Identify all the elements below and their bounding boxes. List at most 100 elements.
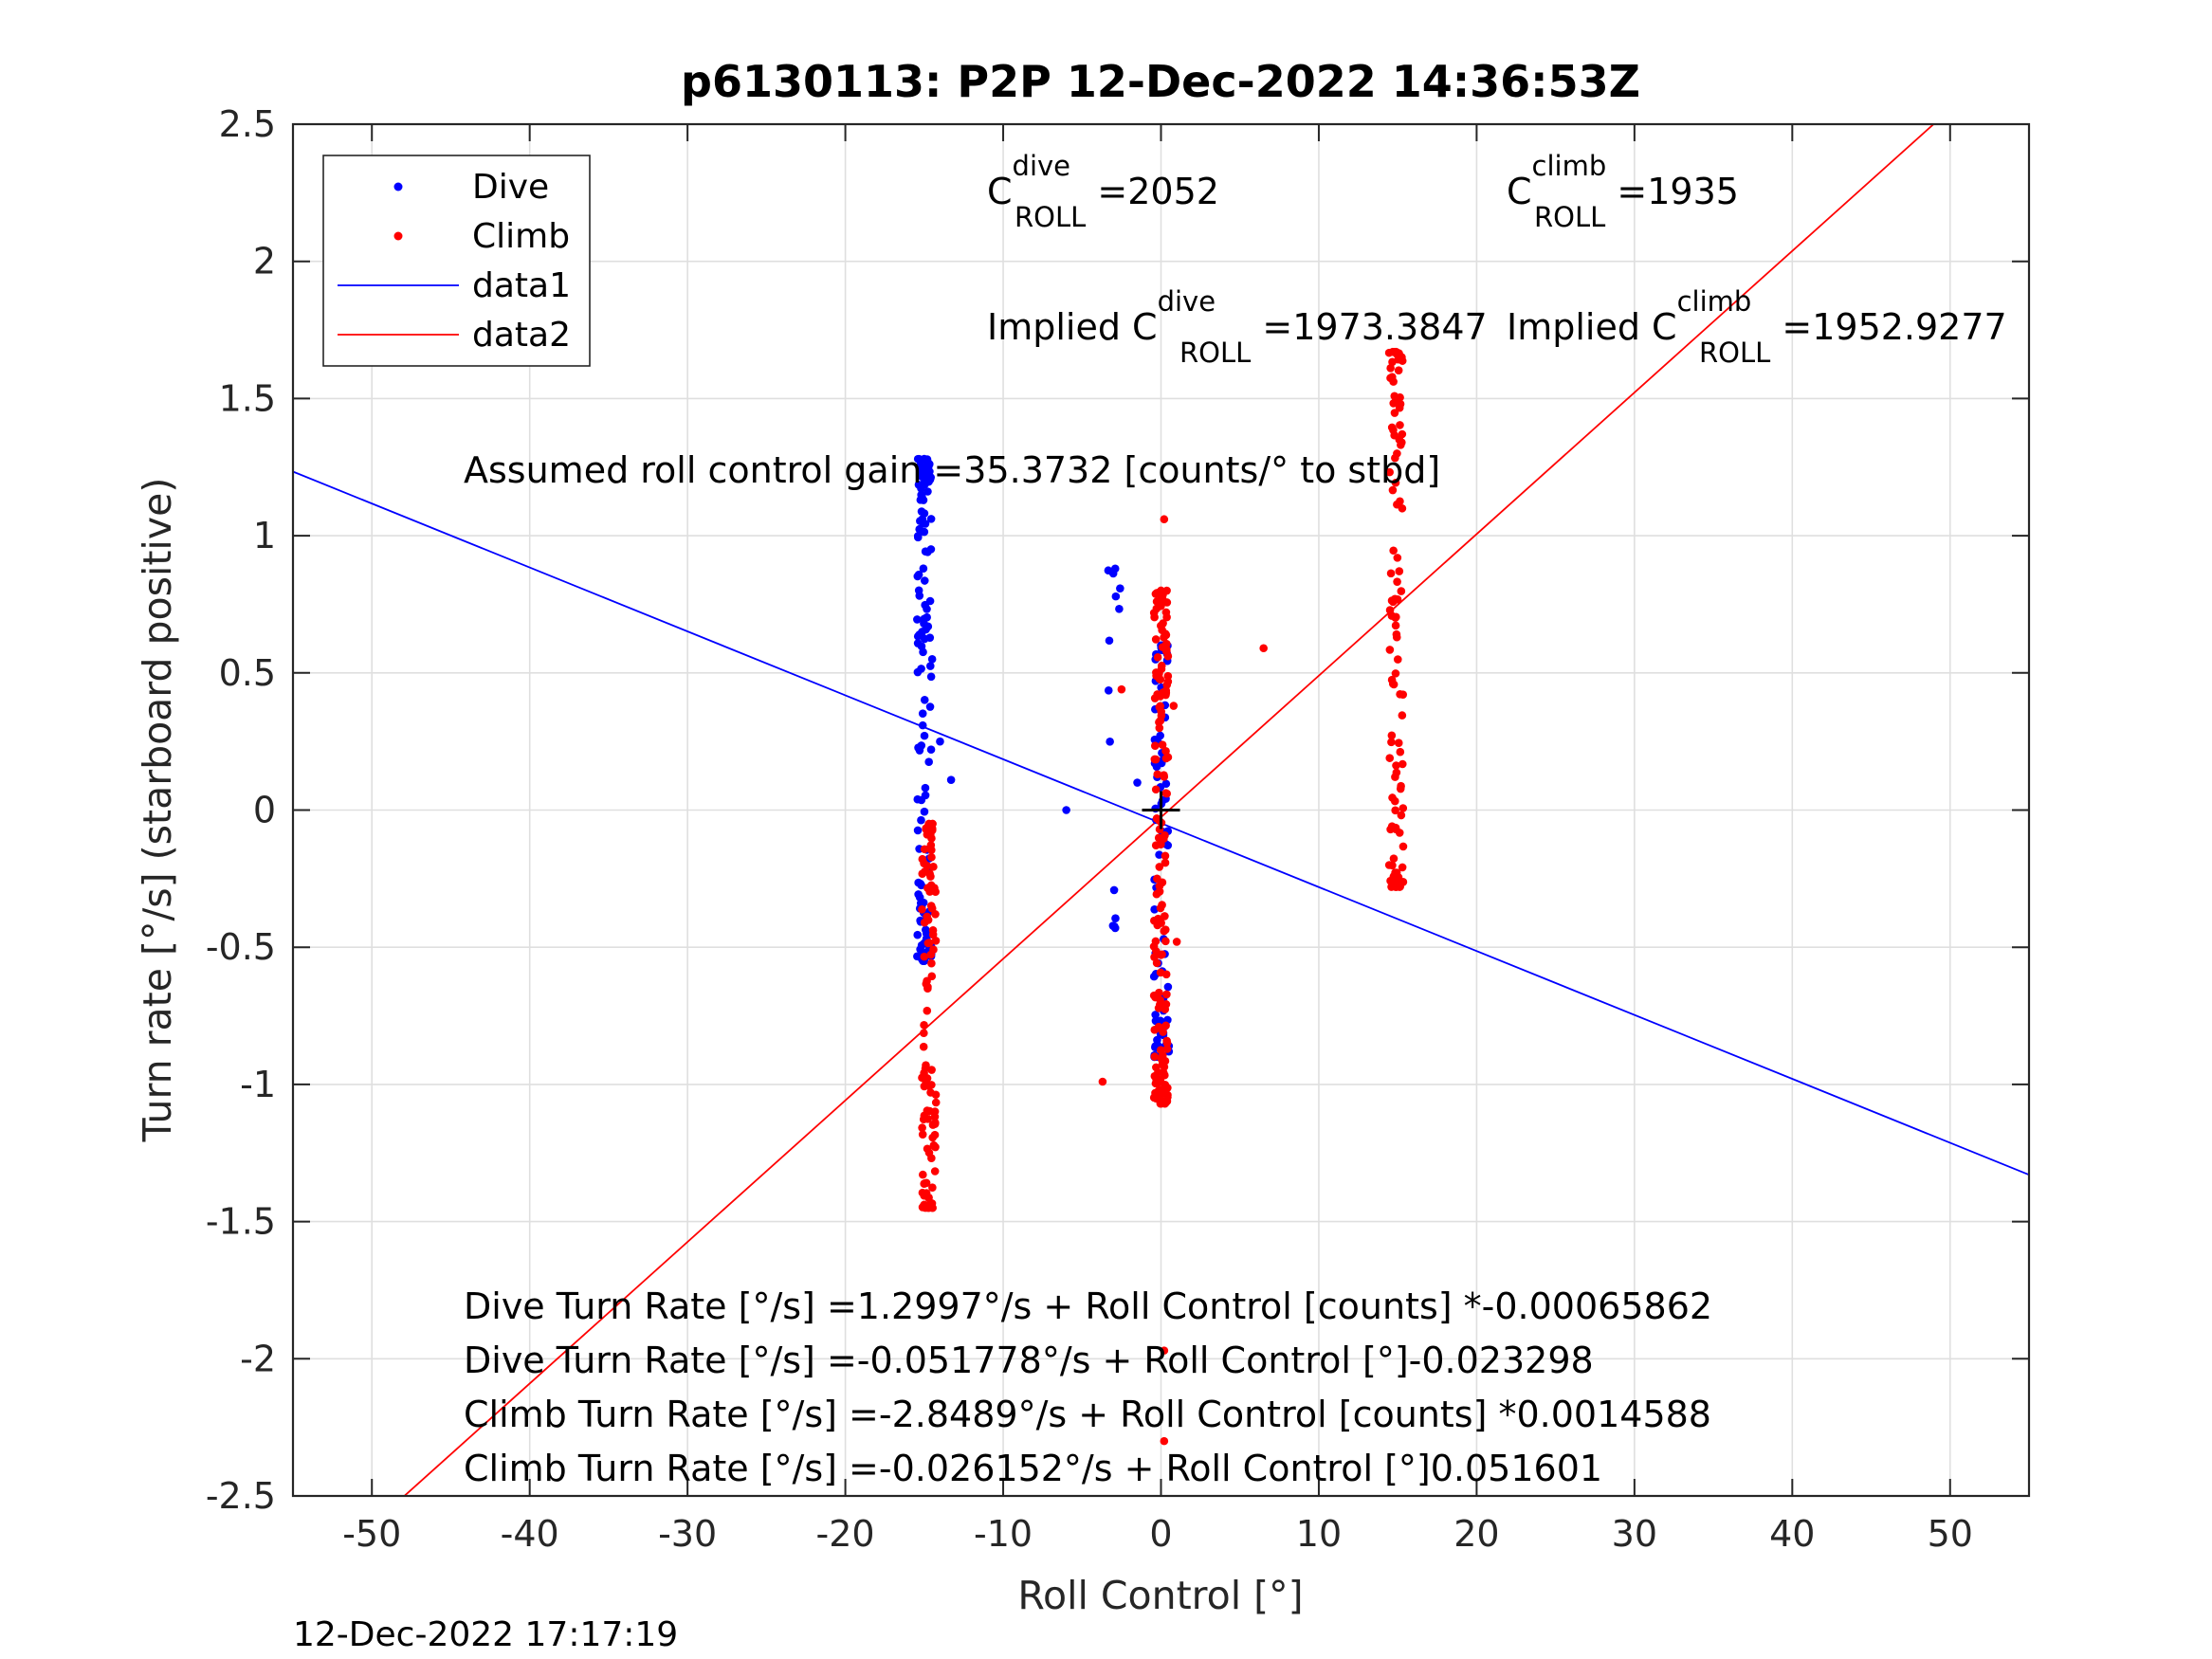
- climb-point: [923, 939, 933, 948]
- climb-point: [1385, 646, 1395, 654]
- climb-point: [1393, 655, 1402, 664]
- climb-point: [1162, 990, 1171, 999]
- climb-point: [920, 1029, 928, 1038]
- climb-point: [921, 1178, 929, 1188]
- climb-point: [923, 984, 932, 993]
- climb-point: [1161, 912, 1169, 921]
- dive-point: [1106, 738, 1114, 746]
- y-tick-label: 2.5: [219, 103, 276, 145]
- dive-point: [919, 564, 928, 574]
- climb-point: [1389, 546, 1398, 556]
- x-tick-label: -10: [974, 1513, 1033, 1555]
- climb-point: [1388, 861, 1397, 870]
- climb-point: [1150, 741, 1160, 751]
- climb-point: [1160, 1436, 1169, 1446]
- climb-point: [1154, 914, 1162, 923]
- x-tick-label: -30: [658, 1513, 717, 1555]
- climb-point: [926, 841, 936, 849]
- climb-point: [1386, 364, 1395, 373]
- dive-point: [1151, 1011, 1160, 1019]
- dive-point: [1111, 914, 1120, 923]
- climb-point: [923, 862, 932, 870]
- climb-point: [1385, 754, 1395, 762]
- climb-point: [1160, 926, 1169, 936]
- climb-point: [1098, 1077, 1107, 1086]
- dive-point: [915, 630, 923, 639]
- dive-point: [1150, 735, 1160, 744]
- dive-point: [1111, 592, 1121, 601]
- climb-point: [1160, 515, 1169, 524]
- c-roll-dive-annotation: Cdive ROLL =2052: [987, 150, 1219, 233]
- dive-point: [1161, 779, 1171, 789]
- climb-point: [1161, 686, 1171, 695]
- climb-point: [930, 1167, 940, 1176]
- climb-point: [1391, 453, 1399, 463]
- climb-point: [1160, 773, 1169, 781]
- climb-point: [1151, 785, 1161, 794]
- climb-point: [923, 1074, 932, 1083]
- climb-point: [928, 1183, 937, 1193]
- climb-point: [927, 903, 937, 913]
- dive-point: [921, 791, 930, 800]
- axis-ticks: [293, 123, 2029, 1497]
- dive-point: [1150, 904, 1159, 914]
- climb-point: [1390, 409, 1399, 417]
- climb-point: [1162, 612, 1171, 622]
- climb-point: [1162, 1045, 1172, 1053]
- dive-point: [920, 509, 929, 518]
- dive-point: [1133, 778, 1142, 787]
- climb-point: [1157, 1099, 1165, 1108]
- climb-point: [1392, 347, 1400, 356]
- climb-point: [1398, 804, 1408, 812]
- climb-point: [1155, 988, 1163, 997]
- implied-c-roll-dive-annotation: Implied Cdive ROLL =1973.3847: [987, 285, 1488, 369]
- climb-point: [1392, 612, 1400, 622]
- y-tick-labels: -2.5 -2 -1.5 -1 -0.5 0 0.5 1 1.5 2 2.5: [206, 103, 276, 1517]
- climb-point: [1161, 746, 1170, 756]
- climb-point: [1397, 781, 1405, 791]
- climb-point: [1384, 348, 1394, 357]
- x-tick-label: -50: [342, 1513, 401, 1555]
- climb-point: [1163, 753, 1173, 762]
- climb-point: [920, 1082, 929, 1091]
- dive-point: [926, 515, 936, 523]
- y-tick-label: -2.5: [206, 1475, 276, 1517]
- dive-point: [926, 672, 936, 682]
- climb-point: [1158, 878, 1167, 887]
- dive-point: [920, 576, 929, 585]
- climb-point: [1150, 1052, 1160, 1061]
- climb-point: [930, 1107, 940, 1116]
- climb-point: [1155, 863, 1164, 871]
- legend-dive-marker: [393, 182, 403, 191]
- y-tick-label: 0: [253, 790, 276, 831]
- dive-point: [920, 478, 929, 487]
- dive-point: [926, 473, 935, 482]
- climb-point: [927, 958, 936, 968]
- climb-point: [923, 1144, 932, 1154]
- climb-point: [1162, 1036, 1171, 1046]
- dive-point: [924, 757, 933, 767]
- x-tick-label: -20: [816, 1513, 875, 1555]
- x-tick-label: -40: [501, 1513, 559, 1555]
- climb-point: [1154, 1004, 1163, 1012]
- legend-climb-marker: [393, 231, 403, 241]
- scatter-points: [913, 347, 1408, 1446]
- climb-point: [1161, 937, 1170, 946]
- legend-box: [322, 155, 591, 367]
- dive-degrees-equation: Dive Turn Rate [°/s] =-0.051778°/s + Rol…: [464, 1340, 1594, 1381]
- climb-point: [1386, 374, 1395, 383]
- climb-point: [1391, 806, 1399, 815]
- climb-point: [1397, 587, 1406, 595]
- climb-point: [924, 1203, 934, 1212]
- climb-point: [1151, 937, 1161, 946]
- climb-point: [1394, 738, 1403, 747]
- climb-point: [1158, 901, 1166, 909]
- x-axis-label: Roll Control [°]: [1017, 1573, 1303, 1618]
- climb-point: [1385, 467, 1394, 477]
- x-tick-label: 10: [1296, 1513, 1342, 1555]
- y-tick-label: -0.5: [206, 926, 276, 968]
- dive-point: [926, 745, 936, 754]
- climb-point: [1398, 863, 1407, 872]
- climb-point: [1152, 668, 1161, 677]
- dive-point: [1153, 1035, 1161, 1045]
